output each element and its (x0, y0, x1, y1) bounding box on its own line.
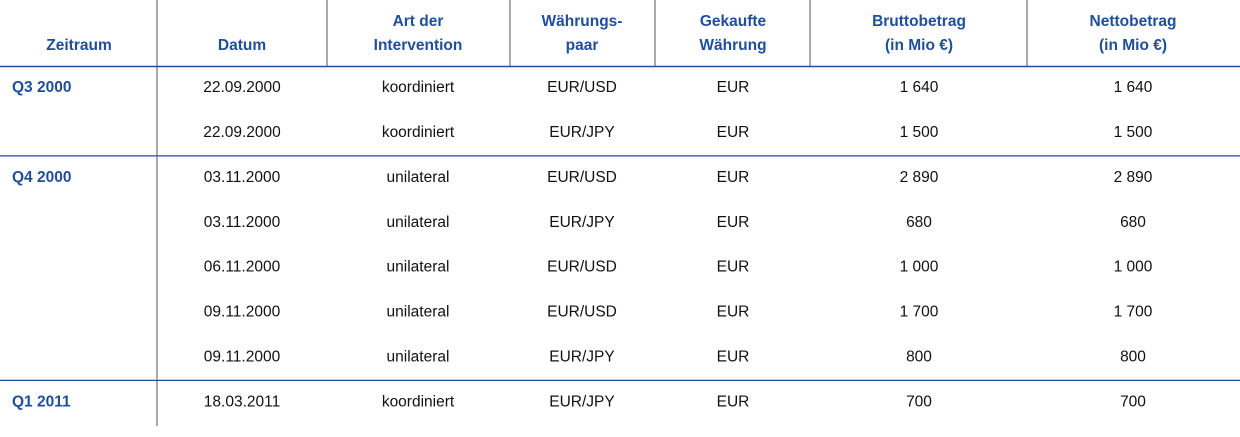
column-header: Datum (218, 37, 266, 54)
table-cell: unilateral (387, 304, 450, 321)
table-cell: EUR (717, 348, 750, 365)
column-header: Währungs- (542, 13, 623, 30)
table-cell: 03.11.2000 (204, 214, 281, 231)
table-cell: EUR/JPY (549, 393, 614, 410)
table-cell: EUR (717, 393, 750, 410)
table-cell: 2 890 (1114, 169, 1153, 186)
table-cell: 1 640 (900, 79, 939, 96)
table-cell: EUR (717, 124, 750, 141)
table-cell: EUR (717, 259, 750, 276)
table-cell: EUR (717, 79, 750, 96)
column-header: Nettobetrag (1090, 13, 1177, 30)
table-cell: 700 (1120, 393, 1146, 410)
table-cell: 2 890 (900, 169, 939, 186)
table-cell: 1 500 (1114, 124, 1153, 141)
table-cell: EUR (717, 214, 750, 231)
column-header: Art der (393, 13, 444, 30)
table-cell: koordiniert (382, 124, 455, 141)
table-cell: 09.11.2000 (204, 348, 281, 365)
table-cell: EUR/USD (547, 304, 617, 321)
table-cell: 03.11.2000 (204, 169, 281, 186)
table-cell: 1 000 (900, 259, 939, 276)
table-cell: EUR/USD (547, 79, 617, 96)
table-cell: 700 (906, 393, 932, 410)
column-header: Bruttobetrag (872, 13, 966, 30)
table-cell: EUR/JPY (549, 124, 614, 141)
column-header: Währung (699, 37, 766, 54)
table-cell: koordiniert (382, 79, 455, 96)
table-cell: EUR (717, 304, 750, 321)
column-header: (in Mio €) (1099, 37, 1167, 54)
column-header: paar (566, 37, 599, 54)
table-cell: unilateral (387, 169, 450, 186)
table-cell: EUR/USD (547, 169, 617, 186)
table-cell: 1 640 (1114, 79, 1153, 96)
table-cell: EUR/JPY (549, 214, 614, 231)
table-cell: EUR/USD (547, 259, 617, 276)
table-cell: 1 000 (1114, 259, 1153, 276)
column-header: Intervention (374, 37, 463, 54)
table-cell: EUR (717, 169, 750, 186)
table-cell: 22.09.2000 (203, 79, 281, 96)
table-cell: unilateral (387, 348, 450, 365)
table-cell: 06.11.2000 (204, 259, 281, 276)
table-cell: 1 500 (900, 124, 939, 141)
period-label: Q1 2011 (12, 393, 71, 410)
table-cell: 680 (906, 214, 932, 231)
table-cell: 680 (1120, 214, 1146, 231)
table-cell: 800 (906, 348, 932, 365)
column-header: Gekaufte (700, 13, 767, 30)
table-cell: koordiniert (382, 393, 455, 410)
table-cell: 22.09.2000 (203, 124, 281, 141)
table-cell: 18.03.2011 (204, 393, 280, 410)
table-cell: 800 (1120, 348, 1146, 365)
column-header: Zeitraum (46, 37, 111, 54)
table-cell: EUR/JPY (549, 348, 614, 365)
table-cell: 09.11.2000 (204, 304, 281, 321)
period-label: Q3 2000 (12, 79, 71, 96)
period-label: Q4 2000 (12, 169, 71, 186)
table-cell: unilateral (387, 259, 450, 276)
table-cell: unilateral (387, 214, 450, 231)
column-header: (in Mio €) (885, 37, 953, 54)
table-cell: 1 700 (1114, 304, 1153, 321)
table-cell: 1 700 (900, 304, 939, 321)
